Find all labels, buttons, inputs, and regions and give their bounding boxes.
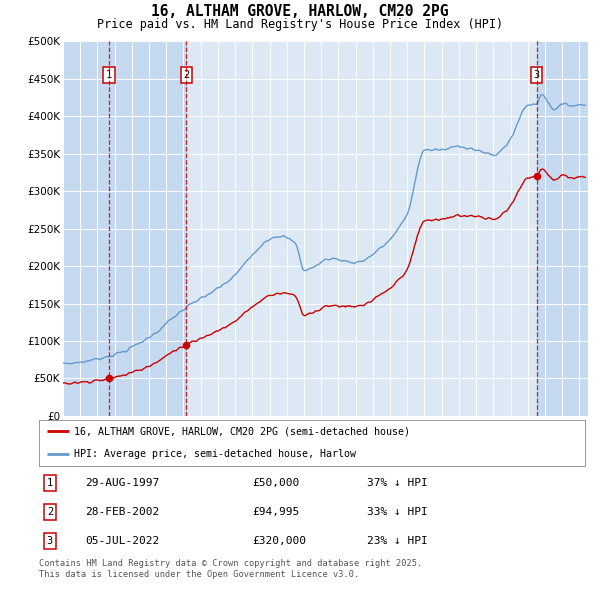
Text: £94,995: £94,995 <box>252 507 299 517</box>
Text: 37% ↓ HPI: 37% ↓ HPI <box>367 478 427 489</box>
Text: 1: 1 <box>106 70 112 80</box>
Text: 1: 1 <box>47 478 53 489</box>
Text: 29-AUG-1997: 29-AUG-1997 <box>85 478 160 489</box>
Text: 16, ALTHAM GROVE, HARLOW, CM20 2PG (semi-detached house): 16, ALTHAM GROVE, HARLOW, CM20 2PG (semi… <box>74 426 410 436</box>
Bar <box>63 41 109 416</box>
Text: 33% ↓ HPI: 33% ↓ HPI <box>367 507 427 517</box>
Text: Price paid vs. HM Land Registry's House Price Index (HPI): Price paid vs. HM Land Registry's House … <box>97 18 503 31</box>
Text: 23% ↓ HPI: 23% ↓ HPI <box>367 536 427 546</box>
Text: 28-FEB-2002: 28-FEB-2002 <box>85 507 160 517</box>
Text: 05-JUL-2022: 05-JUL-2022 <box>85 536 160 546</box>
Text: HPI: Average price, semi-detached house, Harlow: HPI: Average price, semi-detached house,… <box>74 449 356 459</box>
Text: £320,000: £320,000 <box>252 536 306 546</box>
Text: 2: 2 <box>183 70 190 80</box>
Text: £50,000: £50,000 <box>252 478 299 489</box>
Text: 3: 3 <box>47 536 53 546</box>
Bar <box>109 41 186 416</box>
Text: 16, ALTHAM GROVE, HARLOW, CM20 2PG: 16, ALTHAM GROVE, HARLOW, CM20 2PG <box>151 4 449 19</box>
Text: 3: 3 <box>533 70 539 80</box>
Text: Contains HM Land Registry data © Crown copyright and database right 2025.
This d: Contains HM Land Registry data © Crown c… <box>39 559 422 579</box>
Text: 2: 2 <box>47 507 53 517</box>
Bar <box>536 41 588 416</box>
